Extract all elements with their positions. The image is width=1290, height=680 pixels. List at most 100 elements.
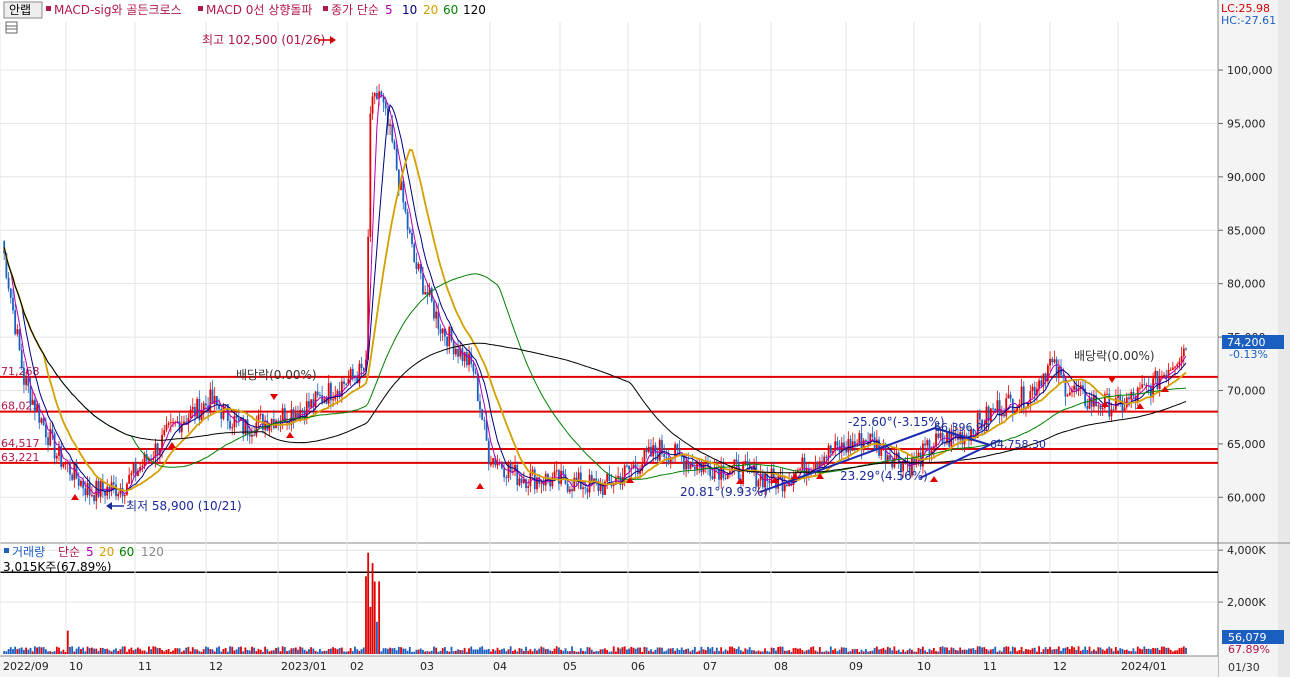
candle-body [391,124,394,142]
candle-body [86,483,89,496]
candle-body [926,440,929,446]
volume-bar [1075,650,1078,654]
candle-body [617,476,620,478]
candle-body [1003,414,1005,417]
candle-body [1046,365,1049,382]
volume-bar [711,646,714,654]
volume-bar [950,647,953,654]
volume-bar [829,646,832,654]
candle-body [463,352,466,362]
candle-body [654,445,657,454]
table-icon[interactable] [5,21,18,34]
volume-bar [1134,651,1137,654]
volume-bar [44,649,47,654]
candle-body [917,452,920,457]
candle-body [156,443,159,456]
candle-body [1101,408,1104,410]
volume-bar [242,651,245,654]
top-legend: 안랩 MACD-sig와 골든크로스 MACD 0선 상향돌파 종가 단순 5 … [3,1,486,34]
support-line-label: 63,221 [1,451,40,464]
volume-bar [707,646,709,654]
candle-body [152,458,155,461]
candle-body [1071,389,1073,393]
volume-bar [781,646,784,654]
candle-body [163,430,166,435]
volume-bar [1099,647,1102,654]
trendline-3 [919,439,1001,479]
volume-bar [279,651,282,654]
candle-body [312,399,315,408]
volume-bar [818,647,821,654]
candle-body [180,423,183,433]
volume-bar [104,649,106,654]
volume-bar [647,650,650,654]
volume-bar [786,650,788,654]
volume-bar [788,650,791,654]
candle-body [549,479,552,487]
volume-bar [518,648,521,654]
volume-bar [99,647,102,654]
candle-body [799,468,802,470]
volume-bar [487,649,490,654]
candle-body [788,480,791,487]
volume-bar [240,646,242,654]
candle-body [417,264,420,269]
candle-body [1143,384,1146,386]
candle-body [332,399,334,401]
candle-body [1180,356,1183,362]
candle-body [308,401,310,408]
volume-bar [667,648,670,654]
stock-button[interactable] [3,1,43,19]
candle-body [1040,380,1043,387]
ma-line-120 [3,247,1187,474]
volume-bar [584,651,587,654]
signal-arrows [71,377,1169,500]
volume-bar [847,651,850,654]
candle-body [709,466,712,477]
candle-body [283,408,286,423]
candle-body [1031,386,1034,392]
volume-bar [1027,649,1030,654]
buy-arrow [1101,401,1109,407]
volume-ref-label: 3,015K주(67.89%) [3,560,111,574]
candle-body [996,400,999,413]
volume-bar [452,651,455,654]
volume-bar [397,646,400,654]
volume-bar [678,649,681,654]
volume-bar [777,647,780,654]
candle-body [1160,375,1163,378]
volume-bar [560,649,563,654]
volume-bar [158,648,161,654]
candle-body [483,419,486,421]
candle-body [700,463,703,473]
volume-bar [481,646,484,654]
volume-bar [1049,646,1051,654]
volume-bar [55,646,58,654]
volume-bar [558,647,560,654]
x-tick-label: 11 [138,660,152,673]
candle-body [862,440,865,451]
volume-bar [634,648,637,654]
volume-bar [406,650,409,654]
volume-bar [253,647,256,654]
candle-body [1150,385,1152,398]
lc-value: LC:25.98 [1221,2,1270,15]
volume-bar [911,649,913,654]
volume-bar [917,647,920,654]
volume-bar [985,648,988,654]
volume-bar [215,647,218,654]
price-tick-label: 80,000 [1227,278,1266,291]
candle-body [321,395,324,403]
volume-bar [229,646,231,654]
volume-bar [231,646,234,654]
candle-body [1073,385,1076,390]
volume-bar [959,647,962,654]
candle-body [768,481,771,484]
volume-bar [1016,651,1019,654]
volume-bar [257,648,260,654]
trend1-label: 20.81°(9.93%) [680,485,768,499]
candle-body [555,470,558,472]
stock-name[interactable]: 안랩 [9,3,31,17]
